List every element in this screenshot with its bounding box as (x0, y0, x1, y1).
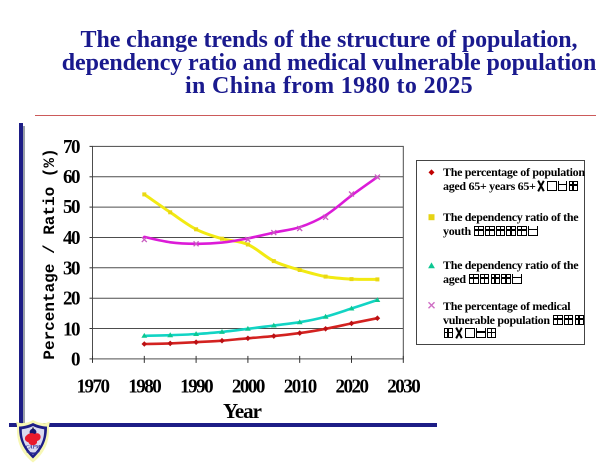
svg-text:CAPM: CAPM (26, 446, 41, 451)
